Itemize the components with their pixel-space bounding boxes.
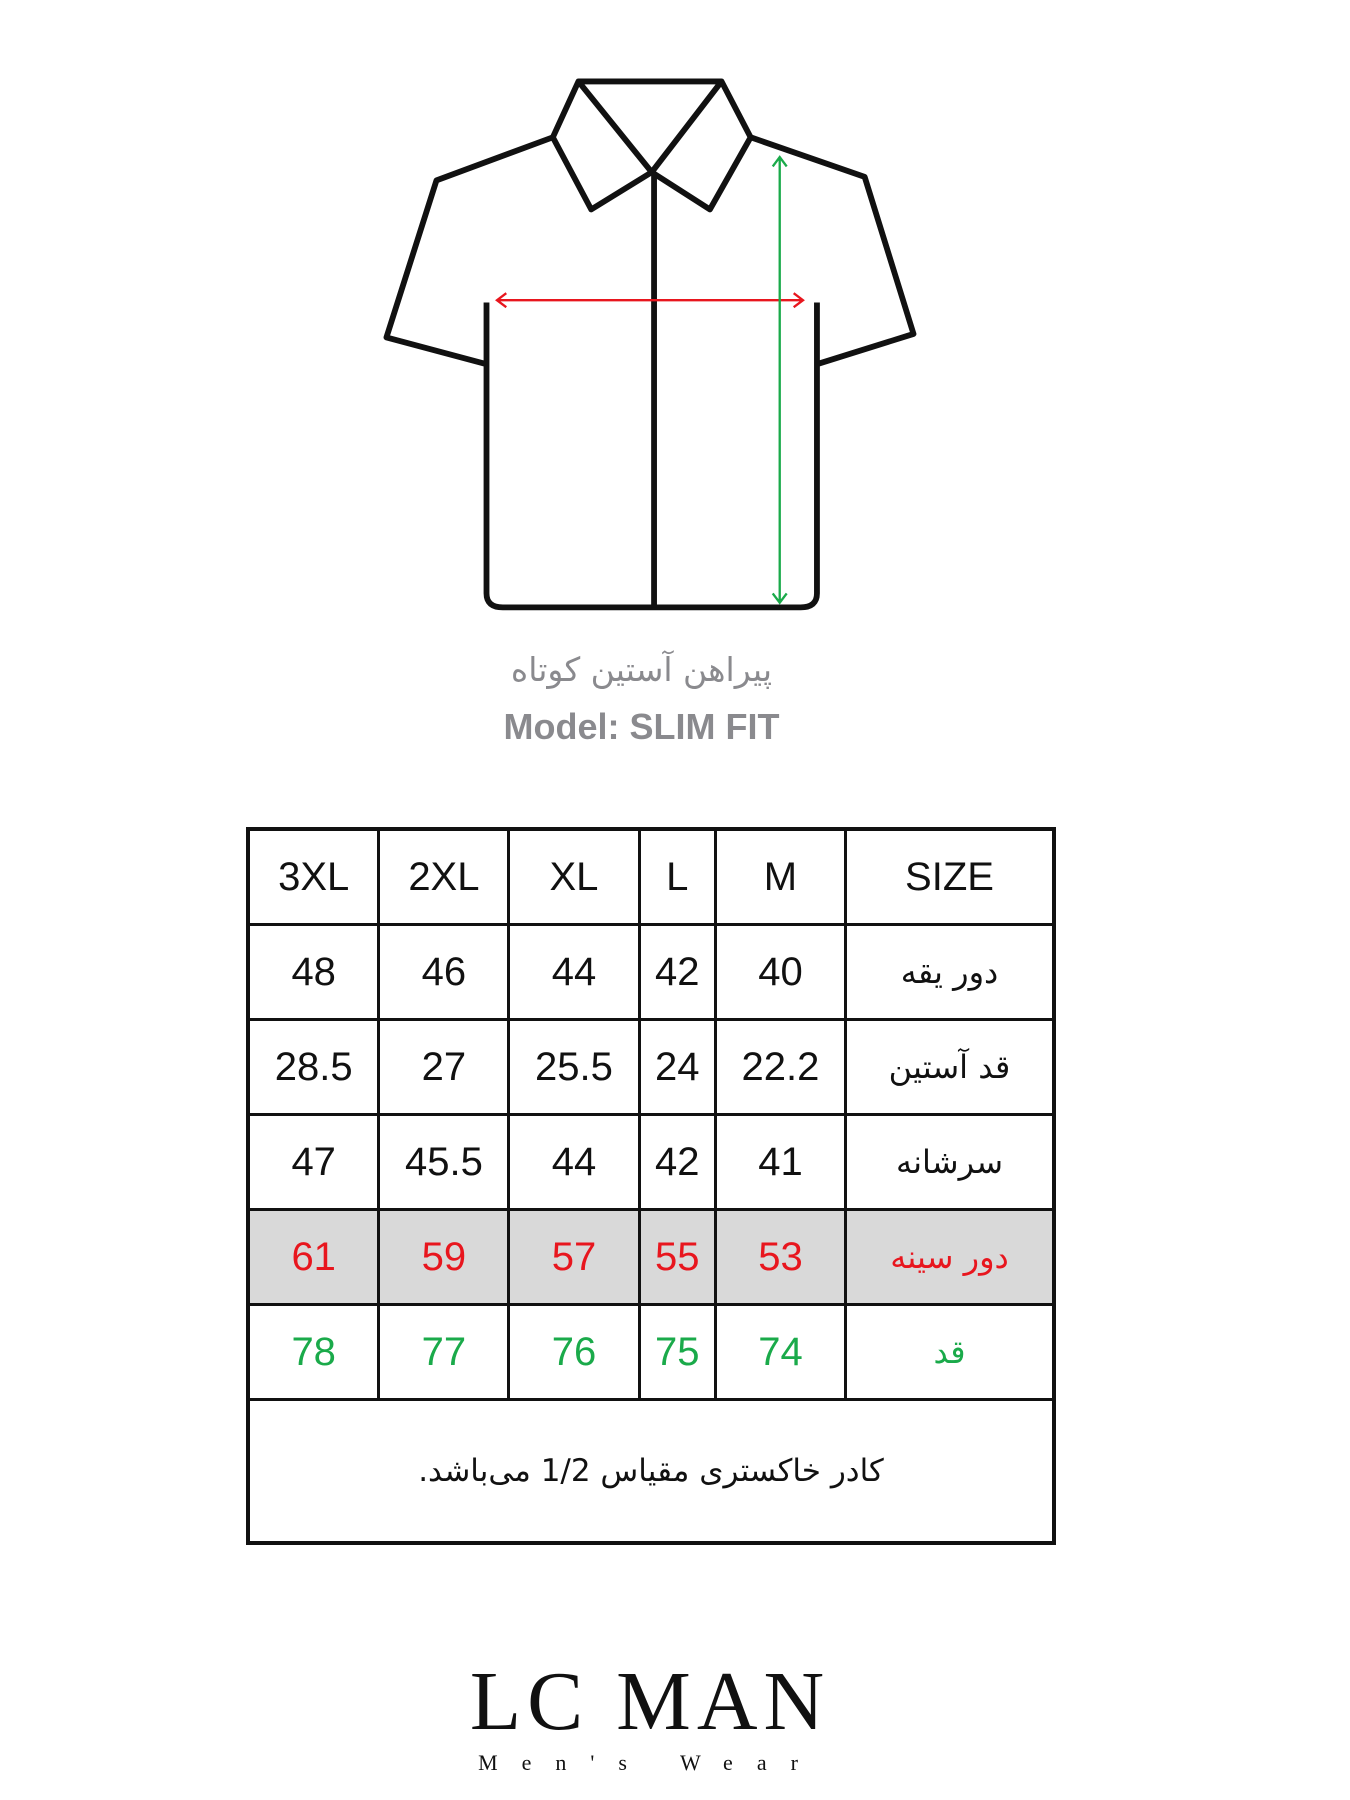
logo-tagline: Men's Wear: [478, 1750, 822, 1775]
header-cell: L: [637, 827, 717, 926]
table-row-length: 78 77 76 75 74 قد: [246, 1303, 1056, 1401]
cell: 47: [246, 1113, 381, 1211]
product-title: پیراهن آستین کوتاه: [510, 650, 773, 689]
row-label: دور سینه: [844, 1208, 1056, 1306]
cell: 42: [637, 1113, 717, 1211]
cell: 28.5: [246, 1018, 381, 1116]
cell: 42: [637, 923, 717, 1021]
cell: 41: [713, 1113, 848, 1211]
cell: 59: [377, 1208, 511, 1306]
cell: 76: [507, 1303, 641, 1401]
cell: 61: [246, 1208, 381, 1306]
cell: 25.5: [507, 1018, 641, 1116]
cell: 27: [377, 1018, 511, 1116]
cell: 77: [377, 1303, 511, 1401]
cell: 44: [507, 1113, 641, 1211]
header-cell: XL: [507, 827, 641, 926]
cell: 22.2: [713, 1018, 848, 1116]
header-row: 3XL 2XL XL L M SIZE: [246, 827, 1056, 926]
table-row-chest: 61 59 57 55 53 دور سینه: [246, 1208, 1056, 1306]
brand-logo: LC MAN Men's Wear: [0, 1660, 1300, 1776]
cell: 53: [713, 1208, 848, 1306]
cell: 48: [246, 923, 381, 1021]
row-label: سرشانه: [844, 1113, 1056, 1211]
header-cell: 2XL: [377, 827, 511, 926]
table-row-shoulder: 47 45.5 44 42 41 سرشانه: [246, 1113, 1056, 1211]
scale-note: کادر خاکستری مقیاس 1/2 می‌باشد.: [246, 1398, 1056, 1545]
header-cell: SIZE: [844, 827, 1056, 926]
size-table: 3XL 2XL XL L M SIZE 48 46 44 42 40 دور ی…: [246, 827, 1056, 1545]
cell: 74: [713, 1303, 848, 1401]
table-row-sleeve: 28.5 27 25.5 24 22.2 قد آستین: [246, 1018, 1056, 1116]
length-arrow: [771, 155, 788, 605]
shirt-outline: [383, 134, 917, 611]
cell: 78: [246, 1303, 381, 1401]
header-cell: M: [713, 827, 848, 926]
chest-arrow: [495, 292, 805, 309]
logo-wordmark: LC MAN: [469, 1655, 831, 1748]
cell: 40: [713, 923, 848, 1021]
cell: 44: [507, 923, 641, 1021]
header-cell: 3XL: [246, 827, 381, 926]
cell: 46: [377, 923, 511, 1021]
cell: 57: [507, 1208, 641, 1306]
cell: 75: [637, 1303, 717, 1401]
cell: 55: [637, 1208, 717, 1306]
table-row-collar: 48 46 44 42 40 دور یقه: [246, 923, 1056, 1021]
cell: 45.5: [377, 1113, 511, 1211]
row-label: قد: [844, 1303, 1056, 1401]
note-row: کادر خاکستری مقیاس 1/2 می‌باشد.: [246, 1398, 1056, 1545]
row-label: دور یقه: [844, 923, 1056, 1021]
model-label: Model: SLIM FIT: [503, 706, 780, 747]
row-label: قد آستین: [844, 1018, 1056, 1116]
cell: 24: [637, 1018, 717, 1116]
